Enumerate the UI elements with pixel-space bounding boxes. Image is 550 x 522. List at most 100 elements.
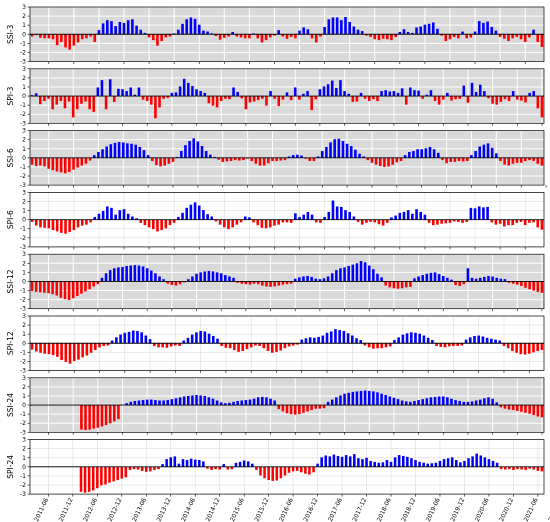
bar — [491, 276, 494, 282]
y-tick-label: -3 — [20, 244, 26, 251]
bar — [540, 466, 544, 472]
bar — [34, 93, 38, 97]
bar — [477, 335, 481, 344]
bar — [76, 157, 79, 168]
bar — [211, 271, 215, 282]
bar — [469, 34, 473, 38]
bar — [68, 343, 72, 364]
y-tick-label: -2 — [20, 173, 26, 180]
panel-ssi-12: 3 2 1 0 -1 -2 -3 SSI-12 — [6, 251, 545, 313]
bar — [444, 219, 448, 224]
bar — [125, 91, 128, 97]
bar — [106, 206, 109, 220]
bar — [474, 151, 477, 158]
bar — [39, 96, 42, 105]
bar — [499, 466, 503, 470]
bar — [454, 96, 457, 100]
bar — [376, 96, 379, 102]
bar — [387, 157, 390, 167]
bar — [287, 466, 291, 473]
bar — [124, 466, 128, 478]
bar — [207, 333, 211, 344]
bar — [417, 400, 420, 406]
bar — [156, 219, 159, 232]
bar — [202, 210, 205, 220]
y-tick-label: 0 — [22, 402, 26, 409]
bar — [34, 219, 38, 226]
bar — [380, 393, 383, 406]
bar — [119, 334, 122, 344]
bar — [363, 96, 367, 99]
bar — [92, 281, 96, 287]
bar — [178, 281, 182, 285]
bar — [406, 31, 410, 35]
bar — [433, 96, 437, 102]
bar — [173, 456, 177, 467]
bar — [331, 17, 335, 35]
bar — [519, 34, 523, 40]
bar — [441, 276, 445, 282]
bar — [125, 403, 128, 406]
bar — [218, 34, 222, 40]
bar — [520, 405, 523, 412]
bar — [47, 96, 50, 99]
bar — [261, 96, 264, 99]
y-tick-label: 2 — [22, 198, 26, 205]
bar — [327, 211, 331, 220]
bar — [412, 151, 415, 158]
bar — [51, 96, 54, 110]
bar — [190, 334, 194, 344]
bar — [417, 90, 420, 97]
bar — [450, 279, 453, 282]
bar — [519, 343, 523, 355]
bar — [306, 91, 309, 97]
bar — [260, 34, 264, 43]
bar — [323, 26, 326, 35]
bar — [460, 343, 464, 346]
bar — [413, 400, 416, 406]
bar — [446, 397, 449, 406]
bar — [158, 400, 161, 406]
bar — [507, 96, 511, 102]
bar — [345, 143, 349, 158]
bar — [396, 92, 400, 97]
bar — [361, 459, 364, 467]
bar — [334, 329, 337, 344]
bar — [397, 337, 400, 344]
bar — [411, 213, 414, 220]
panel-spi-12: 3 2 1 0 -1 -2 -3 SPI-12 — [6, 313, 545, 375]
bar — [76, 281, 79, 296]
bar — [60, 219, 63, 233]
bar — [312, 466, 315, 473]
bar — [238, 461, 242, 467]
bar — [174, 92, 178, 97]
y-tick-label: -3 — [20, 491, 26, 498]
bar — [193, 459, 197, 467]
bar — [524, 281, 527, 288]
bar — [429, 90, 433, 97]
bar — [273, 281, 276, 287]
bar — [436, 28, 439, 35]
bar — [123, 332, 127, 344]
bar — [342, 330, 346, 344]
bar — [404, 281, 408, 288]
bar — [96, 405, 100, 428]
bar — [326, 276, 330, 282]
bar — [199, 330, 202, 344]
bar — [377, 219, 381, 225]
bar — [289, 281, 293, 284]
bar — [313, 337, 316, 344]
bar — [189, 17, 193, 35]
bar — [348, 21, 351, 35]
bar — [402, 211, 406, 220]
bar — [261, 281, 264, 286]
bar — [285, 92, 289, 97]
bar — [115, 337, 118, 344]
bar — [536, 157, 540, 164]
bar — [465, 219, 468, 222]
bar — [219, 273, 223, 282]
bar — [335, 87, 338, 97]
bar — [427, 23, 431, 35]
bar — [113, 96, 116, 102]
y-tick-label: -1 — [20, 164, 26, 171]
